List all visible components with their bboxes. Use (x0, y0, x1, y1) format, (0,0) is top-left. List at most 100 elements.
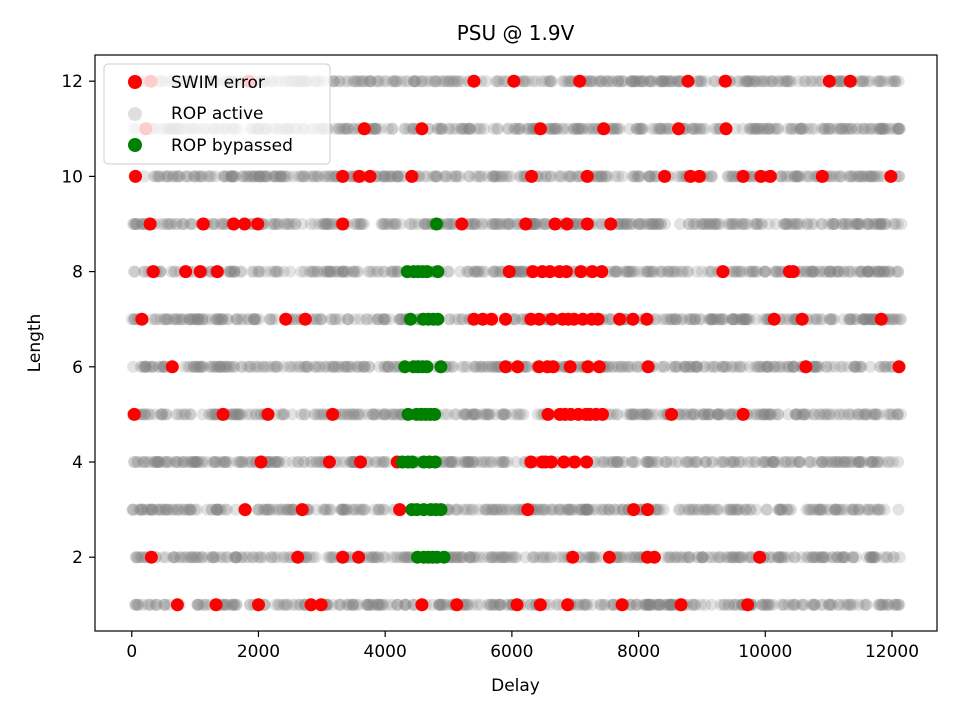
rop-active-point (378, 503, 391, 516)
rop-active-point (835, 122, 848, 135)
rop-active-point (705, 551, 718, 564)
rop-active-point (808, 598, 821, 611)
rop-active-point (693, 503, 706, 516)
rop-active-point (255, 551, 267, 564)
rop-active-point (712, 551, 725, 564)
rop-active-point (643, 598, 656, 611)
rop-active-point (377, 456, 390, 468)
rop-active-point (825, 598, 838, 611)
rop-active-point (128, 456, 140, 468)
rop-active-point (805, 218, 818, 230)
rop-active-point (760, 503, 773, 516)
rop-active-point (337, 265, 350, 278)
rop-active-point (830, 456, 843, 468)
swim-error-point (336, 550, 350, 564)
rop-active-point (780, 503, 793, 516)
rop-active-point (553, 503, 566, 516)
rop-active-point (833, 598, 845, 611)
rop-active-point (849, 313, 862, 326)
rop-active-point (814, 503, 827, 516)
rop-active-point (756, 598, 769, 611)
rop-active-point (178, 551, 191, 564)
rop-active-point (271, 551, 284, 564)
rop-active-point (805, 551, 818, 564)
rop-active-point (831, 503, 844, 516)
rop-active-point (193, 598, 206, 611)
rop-active-point (773, 551, 786, 564)
rop-active-point (555, 551, 568, 564)
rop-active-point (362, 598, 375, 611)
rop-active-point (399, 598, 412, 611)
rop-active-point (740, 503, 753, 516)
rop-active-point (211, 313, 224, 326)
rop-active-point (724, 456, 737, 468)
rop-active-point (136, 503, 149, 516)
rop-active-point (672, 360, 685, 373)
rop-active-point (340, 503, 353, 516)
rop-active-point (190, 503, 203, 516)
rop-active-point (361, 313, 374, 326)
rop-active-point (775, 551, 787, 564)
rop-active-point (842, 456, 855, 468)
swim-error-point (209, 598, 223, 612)
rop-active-point (726, 551, 739, 564)
rop-active-point (491, 456, 504, 468)
rop-active-point (148, 456, 161, 468)
rop-active-point (711, 503, 724, 516)
rop-active-point (836, 503, 849, 516)
rop-active-point (837, 551, 850, 564)
rop-active-point (588, 551, 600, 564)
rop-active-point (270, 265, 283, 278)
rop-active-point (263, 503, 276, 516)
rop-active-point (731, 503, 744, 516)
rop-active-point (286, 598, 299, 611)
rop-active-point (321, 503, 334, 516)
rop-active-point (228, 598, 241, 611)
rop-active-point (828, 408, 841, 421)
rop-active-point (482, 598, 495, 611)
rop-active-point (654, 360, 667, 373)
swim-error-point (352, 550, 366, 564)
rop-active-point (838, 456, 851, 468)
rop-active-point (231, 456, 244, 468)
rop-active-point (865, 551, 878, 564)
rop-active-point (820, 551, 833, 564)
rop-active-point (462, 170, 475, 183)
rop-active-point (653, 598, 666, 611)
rop-active-point (179, 503, 192, 516)
rop-active-point (211, 503, 223, 516)
rop-active-point (757, 456, 770, 468)
rop-active-point (696, 551, 709, 564)
rop-active-point (146, 503, 158, 516)
rop-active-point (867, 551, 880, 564)
rop-active-point (862, 503, 875, 516)
rop-active-point (887, 456, 900, 468)
swim-error-point (238, 503, 252, 517)
swim-error-point (357, 122, 371, 136)
rop-active-point (866, 551, 879, 564)
rop-active-point (343, 598, 356, 611)
rop-active-point (845, 503, 858, 516)
rop-active-point (823, 598, 836, 611)
rop-active-point (650, 456, 663, 468)
rop-active-point (877, 598, 890, 611)
rop-active-point (732, 598, 744, 611)
rop-active-point (659, 551, 671, 564)
rop-active-point (449, 456, 462, 468)
rop-active-point (153, 503, 166, 516)
rop-active-point (527, 551, 540, 564)
swim-error-point (640, 312, 654, 326)
rop-active-point (728, 551, 741, 564)
rop-active-point (594, 598, 607, 611)
rop-active-point (581, 503, 594, 516)
rop-active-point (665, 598, 677, 611)
rop-active-point (158, 218, 171, 230)
rop-active-point (470, 551, 482, 564)
rop-active-point (447, 551, 460, 564)
rop-active-point (253, 503, 266, 516)
rop-active-point (174, 551, 187, 564)
rop-active-point (662, 551, 675, 564)
rop-active-point (399, 551, 411, 564)
rop-active-point (508, 551, 521, 564)
